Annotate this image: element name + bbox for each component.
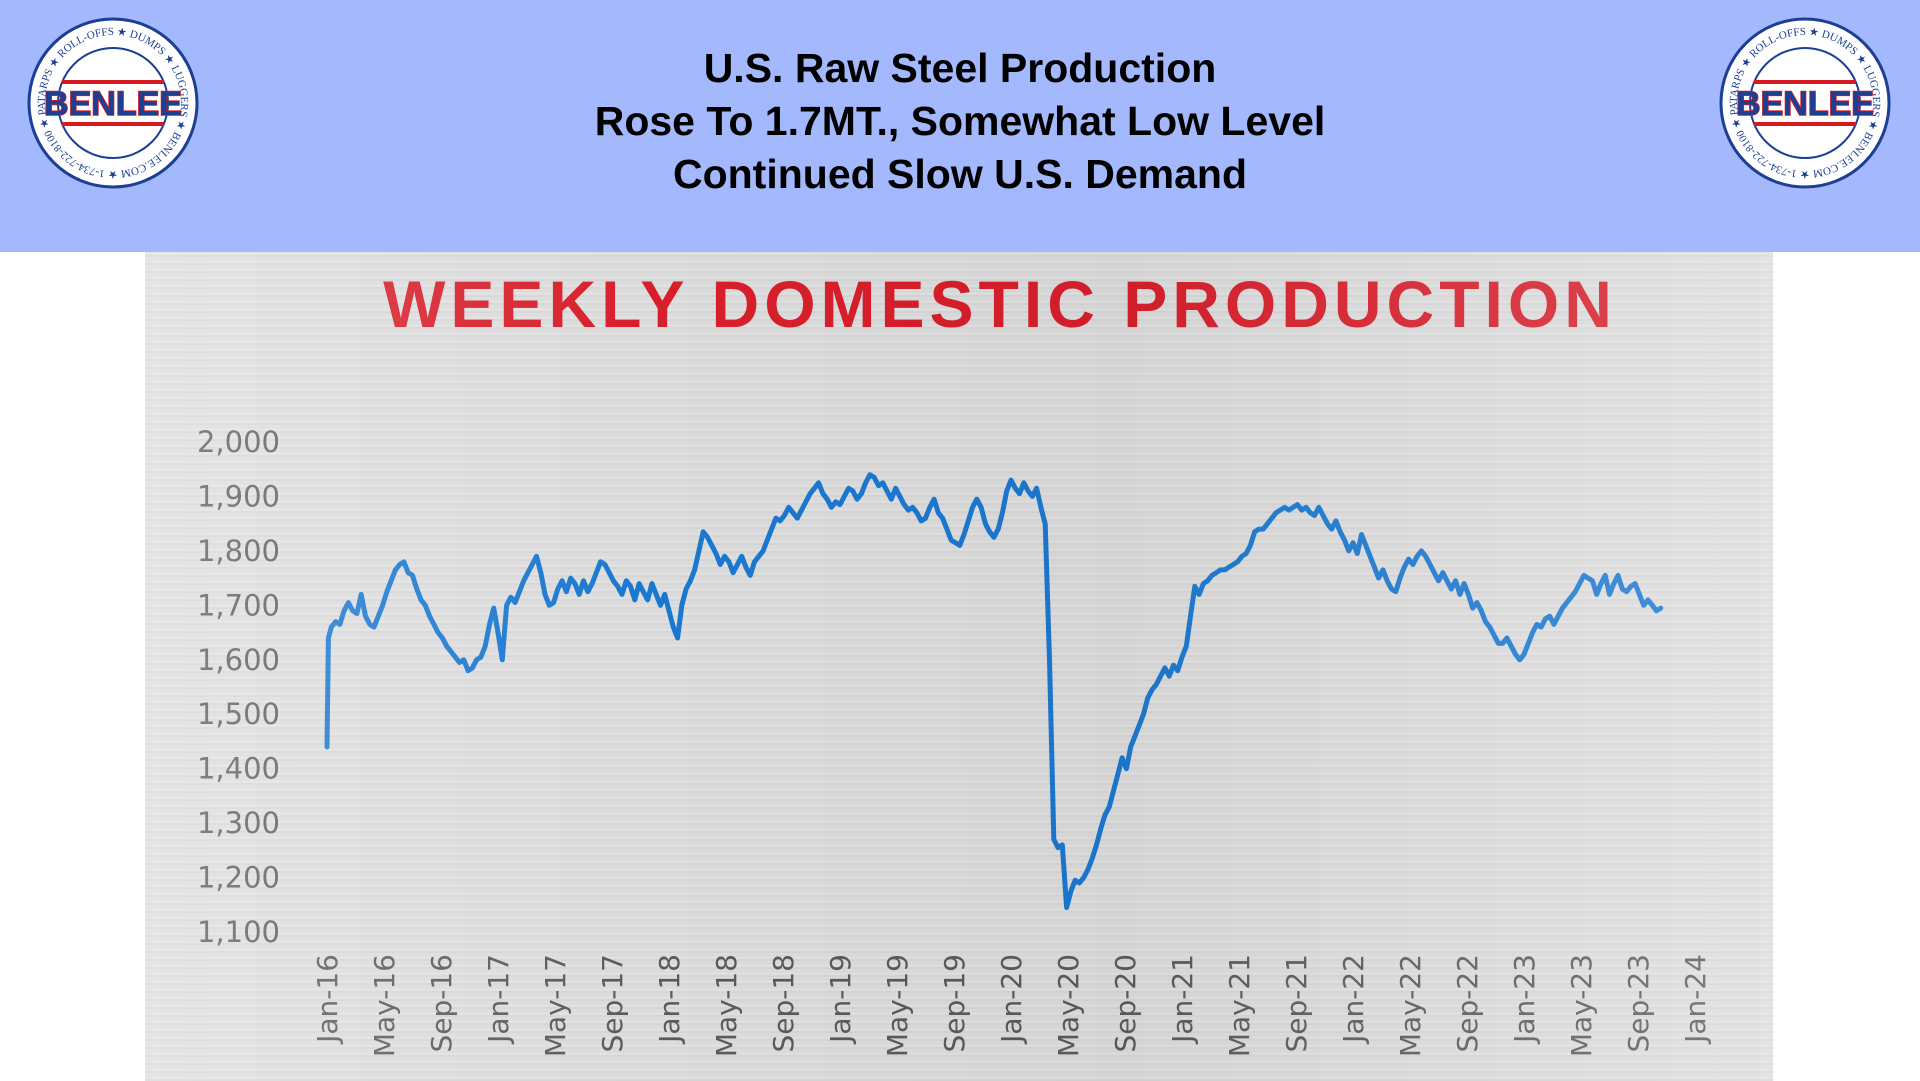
y-tick-label: 1,700 <box>197 588 280 622</box>
page-title: U.S. Raw Steel Production Rose To 1.7MT.… <box>0 42 1920 201</box>
x-tick-label: Sep-16 <box>425 954 458 1053</box>
header-banner: U.S. Raw Steel Production Rose To 1.7MT.… <box>0 0 1920 252</box>
x-tick-label: Sep-22 <box>1451 954 1484 1053</box>
chart-panel: WEEKLY DOMESTIC PRODUCTION 2,000 1,900 1,8… <box>145 252 1773 1081</box>
chart-title: WEEKLY DOMESTIC PRODUCTION <box>383 267 1617 341</box>
logo-brand-text: BENLEE <box>44 85 182 123</box>
x-tick-label: May-16 <box>368 954 401 1057</box>
x-tick-label: May-21 <box>1223 954 1256 1057</box>
x-tick-label: May-20 <box>1052 954 1085 1057</box>
x-tick-label: May-17 <box>539 954 572 1057</box>
y-tick-label: 1,600 <box>197 643 280 677</box>
x-tick-label: Jan-18 <box>653 954 686 1045</box>
logo-brand-text: BENLEE <box>1736 85 1874 123</box>
y-axis: 2,000 1,900 1,800 1,700 1,600 1,500 1,400 1,300… <box>197 425 280 949</box>
x-tick-label: Sep-19 <box>938 954 971 1053</box>
x-tick-label: Jan-24 <box>1679 954 1712 1045</box>
x-tick-label: May-22 <box>1394 954 1427 1057</box>
benlee-logo-right: TARPS ★ ROLL-OFFS ★ DUMPS ★ LUGGERS ★ BE… <box>1718 16 1891 189</box>
title-line-2: Rose To 1.7MT., Somewhat Low Level <box>594 98 1326 144</box>
x-tick-label: Jan-23 <box>1508 954 1541 1045</box>
y-tick-label: 1,400 <box>197 752 280 786</box>
y-tick-label: 1,900 <box>197 479 280 513</box>
x-tick-label: Sep-21 <box>1280 954 1313 1053</box>
x-tick-label: Sep-17 <box>596 954 629 1053</box>
x-tick-label: Jan-16 <box>311 954 344 1045</box>
right-margin <box>1773 252 1918 1081</box>
x-tick-label: May-18 <box>710 954 743 1057</box>
benlee-logo-left: TARPS ★ ROLL-OFFS ★ DUMPS ★ LUGGERS ★ BE… <box>26 16 199 189</box>
x-tick-label: Jan-17 <box>482 954 515 1045</box>
series-layer <box>324 472 1664 910</box>
production-line-chart: WEEKLY DOMESTIC PRODUCTION 2,000 1,900 1,8… <box>197 267 1712 1057</box>
x-tick-label: May-23 <box>1565 954 1598 1057</box>
x-axis: Jan-16 May-16 Sep-16 Jan-17 May-17 Sep-17 Jan-… <box>311 954 1712 1057</box>
y-tick-label: 2,000 <box>197 425 280 459</box>
y-tick-label: 1,300 <box>197 806 280 840</box>
x-tick-label: May-19 <box>881 954 914 1057</box>
y-tick-label: 1,100 <box>197 915 280 949</box>
title-line-1: U.S. Raw Steel Production <box>703 45 1217 91</box>
left-margin <box>0 252 145 1081</box>
x-tick-label: Sep-23 <box>1622 954 1655 1053</box>
y-tick-label: 1,200 <box>197 861 280 895</box>
x-tick-label: Jan-20 <box>995 954 1028 1045</box>
y-tick-label: 1,800 <box>197 534 280 568</box>
x-tick-label: Sep-18 <box>767 954 800 1053</box>
series-line-0 <box>324 472 1664 910</box>
y-tick-label: 1,500 <box>197 697 280 731</box>
x-tick-label: Sep-20 <box>1109 954 1142 1053</box>
x-tick-label: Jan-19 <box>824 954 857 1045</box>
x-tick-label: Jan-22 <box>1337 954 1370 1045</box>
x-tick-label: Jan-21 <box>1166 954 1199 1045</box>
title-line-3: Continued Slow U.S. Demand <box>672 151 1248 197</box>
